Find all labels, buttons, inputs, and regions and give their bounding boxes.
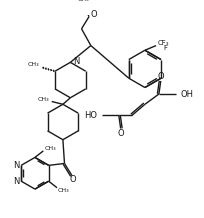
Text: O: O [90,10,97,19]
Text: N: N [13,177,19,186]
Text: F: F [163,45,167,51]
Text: N: N [73,57,79,66]
Text: OH: OH [180,90,192,99]
Text: N: N [13,161,19,170]
Text: O: O [157,72,163,81]
Text: CH₃: CH₃ [58,188,69,193]
Text: HO: HO [84,111,97,120]
Text: CF₃: CF₃ [157,40,169,46]
Text: CH₃: CH₃ [77,0,89,2]
Text: CH₃: CH₃ [27,62,39,67]
Text: CH₃: CH₃ [37,97,49,102]
Text: O: O [117,129,123,138]
Text: CH₃: CH₃ [44,146,56,151]
Text: O: O [69,175,76,184]
